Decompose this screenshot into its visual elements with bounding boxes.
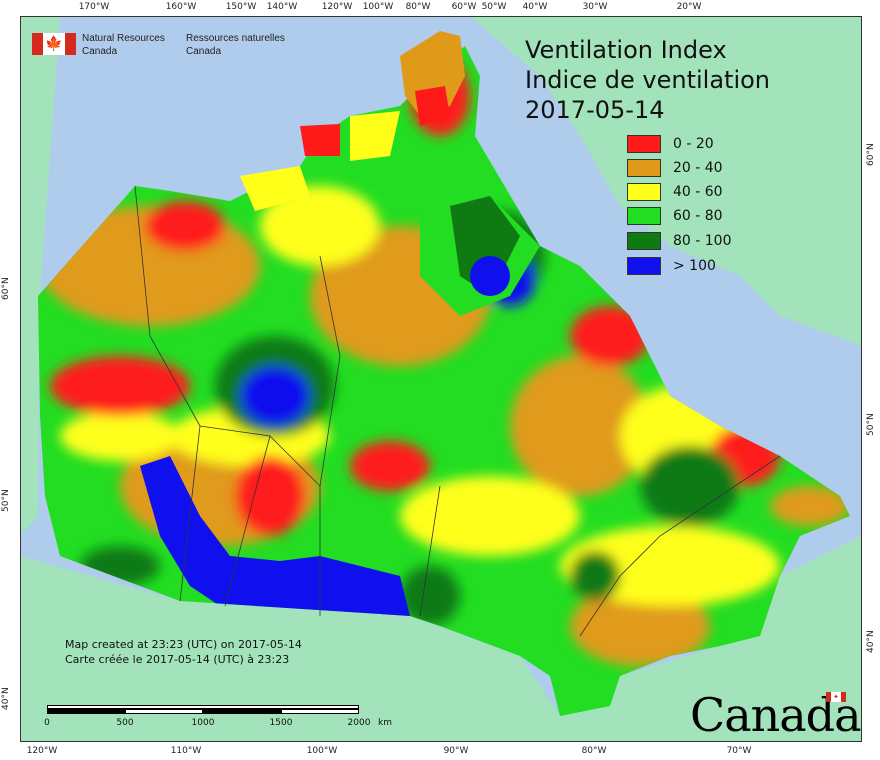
bottom-tick-label: 120°W [26,746,58,756]
scale-unit: km [378,718,392,728]
bottom-tick-label: 110°W [170,746,202,756]
legend-label: 60 - 80 [673,208,723,224]
nrcan-flag-icon: 🍁 [32,33,76,55]
legend-swatch [627,159,661,177]
top-tick-label: 50°W [481,2,507,12]
greenland-land [470,16,862,346]
usa-land [20,536,862,742]
legend-swatch [627,257,661,275]
scale-label: 2000 [347,718,371,728]
map-title-en: Ventilation Index [525,36,727,64]
ventilation-map [20,16,862,742]
top-tick-label: 60°W [451,2,477,12]
scale-label: 1000 [191,718,215,728]
top-tick-label: 140°W [266,2,298,12]
legend-swatch [627,135,661,153]
scale-bar [47,705,359,715]
top-tick-label: 80°W [405,2,431,12]
agency-name-en: Natural Resources Canada [82,32,165,58]
top-tick-label: 150°W [225,2,257,12]
top-tick-label: 100°W [362,2,394,12]
legend-label: 40 - 60 [673,184,723,200]
top-tick-label: 170°W [78,2,110,12]
map-title-fr: Indice de ventilation [525,66,771,94]
alaska-land [20,16,60,536]
right-tick-label: 50°N [866,413,876,436]
legend-label: 20 - 40 [673,160,723,176]
top-tick-label: 120°W [321,2,353,12]
left-tick-label: 60°N [1,277,11,300]
legend-label: 80 - 100 [673,233,732,249]
legend-item: 60 - 80 [627,206,827,226]
agency-en-line1: Natural Resources [82,33,165,44]
agency-name-fr: Ressources naturelles Canada [186,32,285,58]
scale-label: 0 [44,718,50,728]
right-tick-label: 40°N [866,630,876,653]
agency-en-line2: Canada [82,46,118,57]
legend-swatch [627,207,661,225]
legend-item: 40 - 60 [627,182,827,202]
legend-item: 80 - 100 [627,231,827,251]
province-borders [134,185,781,637]
wordmark-flag-icon: ✦ [826,692,846,702]
agency-fr-line1: Ressources naturelles [186,33,285,44]
map-date: 2017-05-14 [525,96,665,124]
top-tick-label: 160°W [165,2,197,12]
scale-label: 1500 [269,718,293,728]
top-tick-label: 20°W [676,2,702,12]
legend-item: 0 - 20 [627,134,827,154]
scale-label: 500 [116,718,134,728]
map-border [20,16,862,742]
legend-item: > 100 [627,256,827,276]
legend-label: 0 - 20 [673,136,714,152]
bottom-tick-label: 80°W [581,746,607,756]
left-tick-label: 50°N [1,489,11,512]
arctic-islands [240,31,540,316]
bottom-tick-label: 70°W [726,746,752,756]
right-tick-label: 60°N [866,143,876,166]
bottom-tick-label: 100°W [306,746,338,756]
created-note-en: Map created at 23:23 (UTC) on 2017-05-14 [65,638,302,651]
top-tick-label: 40°W [522,2,548,12]
bottom-tick-label: 90°W [443,746,469,756]
legend-item: 20 - 40 [627,158,827,178]
legend-swatch [627,232,661,250]
legend-label: > 100 [673,258,716,274]
top-tick-label: 30°W [582,2,608,12]
created-note-fr: Carte créée le 2017-05-14 (UTC) à 23:23 [65,653,290,666]
left-tick-label: 40°N [1,687,11,710]
agency-fr-line2: Canada [186,46,222,57]
legend-swatch [627,183,661,201]
